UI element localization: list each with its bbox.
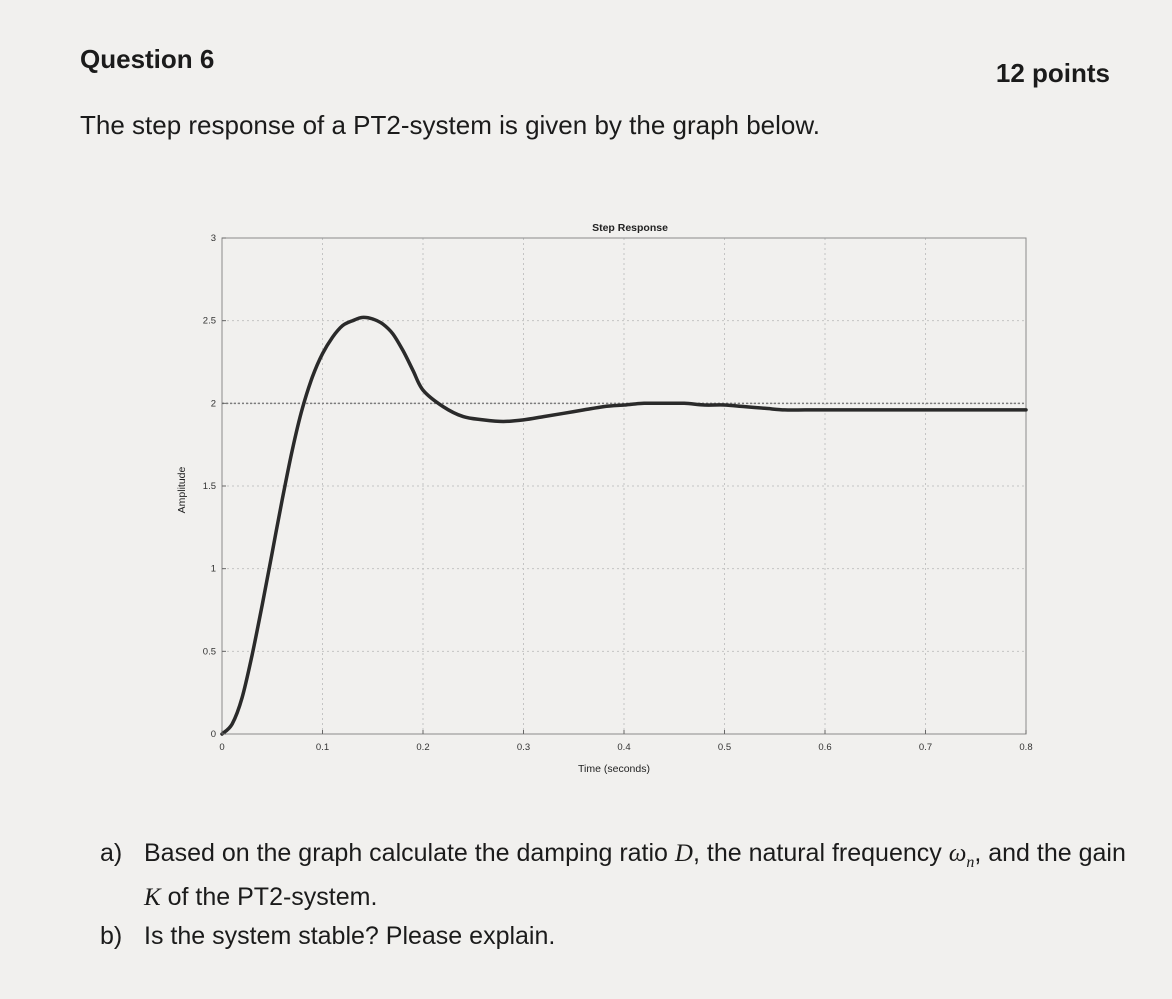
- x-tick-label: 0.2: [416, 742, 429, 753]
- y-axis-label: Amplitude: [176, 467, 188, 514]
- x-tick-label: 0.7: [919, 742, 932, 753]
- symbol-gain: K: [144, 884, 161, 911]
- x-tick-label: 0.3: [517, 742, 530, 753]
- task-a-text-part: , and the gain: [974, 839, 1126, 867]
- x-tick-label: 0: [219, 742, 224, 753]
- step-response-curve: [220, 315, 1028, 736]
- task-list: a) Based on the graph calculate the damp…: [100, 836, 1140, 958]
- tick-labels: 0 0.1 0.2 0.3 0.4 0.5 0.6 0.7 0.8 0 0.5 1 1.5 2 2.5 3: [203, 233, 1033, 753]
- question-intro: The step response of a PT2-system is giv…: [80, 110, 820, 140]
- chart-title: Step Response: [592, 222, 668, 234]
- x-tick-label: 0.8: [1019, 742, 1032, 753]
- y-tick-label: 2: [211, 398, 216, 409]
- task-a-text: Based on the graph calculate the damping…: [144, 836, 1140, 915]
- chart-grid: [222, 238, 1026, 734]
- task-b-text: Is the system stable? Please explain.: [144, 922, 556, 950]
- x-tick-label: 0.6: [818, 742, 831, 753]
- y-tick-label: 1: [211, 564, 216, 575]
- question-title: Question 6: [80, 44, 215, 74]
- task-a-text-part: , the natural frequency: [692, 839, 949, 867]
- task-b: b) Is the system stable? Please explain.: [100, 919, 1140, 954]
- x-tick-label: 0.1: [316, 742, 329, 753]
- task-b-label: b): [100, 922, 123, 950]
- task-a-text-part: of the PT2-system.: [160, 883, 378, 911]
- y-tick-label: 0: [211, 729, 216, 740]
- y-tick-label: 1.5: [203, 481, 216, 492]
- x-tick-label: 0.5: [718, 742, 731, 753]
- question-points: 12 points: [995, 58, 1110, 88]
- task-a: a) Based on the graph calculate the damp…: [100, 836, 1140, 915]
- x-tick-label: 0.4: [617, 742, 630, 753]
- y-tick-label: 2.5: [203, 316, 216, 327]
- y-tick-label: 3: [211, 233, 216, 244]
- task-a-text-part: Based on the graph calculate the damping…: [144, 839, 675, 867]
- y-tick-label: 0.5: [203, 646, 216, 657]
- task-a-label: a): [100, 839, 123, 867]
- symbol-natural-frequency: ωn: [948, 840, 975, 871]
- symbol-damping-ratio: D: [674, 840, 693, 867]
- x-axis-label: Time (seconds): [578, 763, 650, 775]
